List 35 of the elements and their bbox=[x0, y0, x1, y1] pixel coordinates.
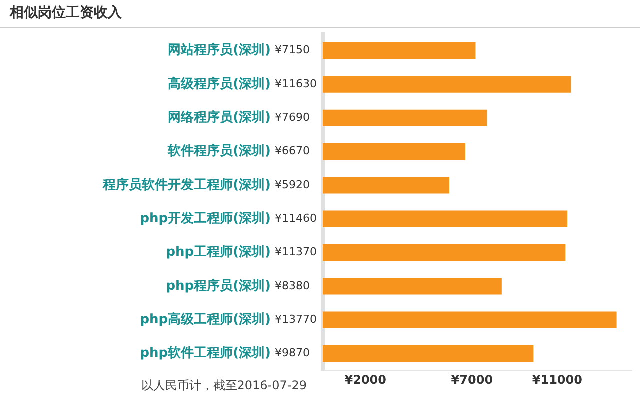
data-label: ¥9870 bbox=[275, 346, 310, 360]
y-tick-label: 网络程序员(深圳) bbox=[168, 110, 271, 126]
bar bbox=[323, 312, 617, 328]
y-tick-label: php工程师(深圳) bbox=[166, 245, 271, 260]
data-label: ¥7690 bbox=[275, 111, 310, 124]
y-tick-label: 网站程序员(深圳) bbox=[168, 42, 271, 58]
bar bbox=[323, 143, 466, 160]
data-label: ¥6670 bbox=[275, 144, 310, 158]
y-tick-label: php程序员(深圳) bbox=[166, 278, 271, 294]
text: 以人民币计，截至2016-07-29 bbox=[141, 378, 307, 393]
bar bbox=[323, 110, 488, 126]
x-tick-label: ¥7000 bbox=[451, 372, 494, 387]
bar bbox=[323, 42, 476, 60]
bar bbox=[323, 210, 568, 228]
y-tick-label: php开发工程师(深圳) bbox=[140, 212, 271, 227]
data-label: ¥13770 bbox=[275, 312, 317, 326]
y-tick-label: 高级程序员(深圳) bbox=[168, 76, 271, 92]
data-label: ¥11370 bbox=[275, 246, 317, 259]
text: 相似岗位工资收入 bbox=[0, 0, 640, 28]
y-tick-label: 程序员软件开发工程师(深圳) bbox=[102, 176, 271, 193]
y-tick-label: 软件程序员(深圳) bbox=[167, 143, 271, 160]
data-label: ¥11460 bbox=[275, 212, 317, 225]
y-tick-label: php高级工程师(深圳) bbox=[140, 311, 271, 328]
bar bbox=[323, 76, 572, 93]
data-label: ¥5920 bbox=[275, 178, 310, 192]
bar bbox=[323, 345, 534, 362]
x-tick-label: ¥11000 bbox=[532, 372, 582, 387]
x-tick-label: ¥2000 bbox=[344, 372, 386, 387]
bar bbox=[323, 244, 566, 262]
data-label: ¥8380 bbox=[275, 279, 310, 292]
data-label: ¥7150 bbox=[275, 44, 310, 57]
bar bbox=[323, 278, 502, 295]
y-tick-label: php软件工程师(深圳) bbox=[140, 346, 271, 362]
data-label: ¥11630 bbox=[275, 77, 317, 90]
bar bbox=[323, 177, 450, 194]
